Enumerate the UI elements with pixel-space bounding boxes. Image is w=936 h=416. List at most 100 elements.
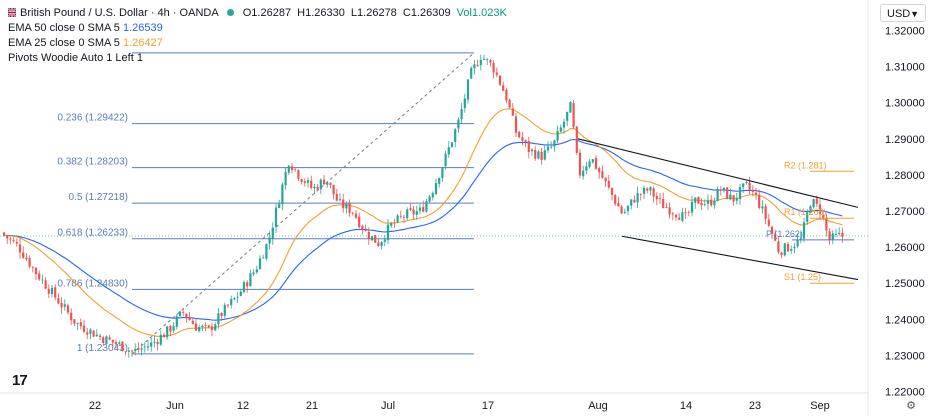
- candle-body: [444, 153, 447, 167]
- candle-body: [716, 188, 719, 201]
- symbol-title[interactable]: British Pound / U.S. Dollar · 4h · OANDA: [20, 7, 219, 19]
- candle-body: [726, 187, 729, 199]
- candle-body: [713, 200, 716, 206]
- candle-body: [825, 218, 828, 231]
- candle-body: [102, 337, 105, 344]
- candle-body: [559, 127, 562, 132]
- candle-body: [399, 215, 402, 217]
- candle-body: [476, 64, 479, 66]
- candle-body: [614, 195, 617, 204]
- candle-body: [735, 198, 738, 201]
- price-tick-label: 1.23000: [885, 350, 925, 362]
- candle-body: [783, 243, 786, 256]
- candle-body: [438, 177, 441, 184]
- candle-body: [569, 102, 572, 113]
- candle-body: [169, 326, 172, 332]
- candle-body: [626, 205, 630, 212]
- candle-body: [220, 313, 223, 317]
- high-value: H1.26330: [297, 7, 345, 19]
- candle-body: [198, 327, 201, 332]
- candle-body: [684, 212, 687, 214]
- pivot-label: R1 (1.268): [784, 207, 827, 217]
- candle-body: [390, 222, 393, 226]
- candle-body: [348, 203, 351, 213]
- candle-body: [31, 267, 34, 268]
- candle-body: [745, 181, 748, 183]
- candle-body: [319, 179, 322, 190]
- candle-body: [655, 196, 658, 200]
- ema25-line: [3, 108, 843, 337]
- candle-body: [767, 219, 770, 226]
- candle-body: [226, 304, 230, 306]
- fib-level-label: 0.382 (1.28203): [57, 157, 128, 168]
- candle-body: [41, 279, 44, 281]
- indicator-pivots[interactable]: Pivots Woodie Auto 1 Left 1: [8, 52, 143, 64]
- candle-body: [610, 187, 614, 195]
- candle-body: [623, 212, 626, 214]
- fib-level-label: 0.5 (1.27218): [69, 192, 129, 203]
- candle-body: [22, 252, 25, 258]
- price-tick-label: 1.26000: [885, 242, 925, 254]
- candle-body: [815, 198, 818, 204]
- candle-body: [111, 339, 114, 343]
- gear-icon[interactable]: ⚙: [906, 400, 916, 412]
- currency-selector[interactable]: USD ▼: [880, 4, 926, 22]
- candle-body: [802, 222, 806, 239]
- candle-body: [274, 207, 278, 228]
- candle-body: [28, 258, 31, 267]
- time-tick-label: Jun: [166, 400, 184, 412]
- candle-body: [662, 199, 665, 209]
- candle-body: [146, 346, 150, 348]
- channel-lower-line: [621, 235, 859, 281]
- candle-body: [338, 199, 342, 201]
- candle-body: [454, 129, 457, 143]
- candle-body: [326, 182, 329, 185]
- candle-body: [322, 179, 326, 185]
- candle-body: [729, 194, 732, 200]
- candle-body: [530, 149, 534, 152]
- candle-body: [786, 244, 790, 252]
- candle-body: [2, 232, 6, 236]
- candle-body: [246, 282, 249, 287]
- candle-body: [134, 349, 137, 352]
- candle-body: [364, 230, 367, 231]
- candle-body: [742, 183, 745, 188]
- indicator-ema25[interactable]: EMA 25 close 0 SMA 5 1.26427: [8, 37, 163, 49]
- candle-body: [604, 177, 607, 182]
- pivot-label: P (1.262): [766, 229, 803, 239]
- candle-body: [402, 216, 406, 218]
- candle-body: [799, 238, 802, 241]
- fib-trend-line: [131, 52, 475, 355]
- candle-body: [617, 203, 620, 207]
- candle-body: [162, 334, 166, 338]
- candle-body: [828, 231, 831, 240]
- candle-body: [431, 193, 434, 198]
- indicator-ema50[interactable]: EMA 50 close 0 SMA 5 1.26539: [8, 22, 163, 34]
- candle-body: [284, 172, 287, 186]
- candle-body: [591, 159, 594, 163]
- candle-body: [98, 335, 102, 337]
- candle-body: [54, 287, 57, 298]
- candle-body: [831, 233, 834, 240]
- candle-body: [546, 146, 550, 151]
- candle-body: [57, 298, 60, 304]
- candle-body: [479, 59, 482, 66]
- candle-body: [489, 60, 492, 63]
- candle-body: [63, 304, 66, 307]
- candle-body: [15, 241, 18, 244]
- candle-body: [543, 150, 546, 160]
- candle-body: [649, 187, 652, 191]
- candle-body: [777, 241, 780, 253]
- candle-body: [223, 304, 226, 316]
- candle-body: [722, 187, 726, 190]
- candle-body: [566, 111, 569, 121]
- candle-body: [306, 180, 310, 183]
- candle-body: [738, 187, 742, 200]
- candle-body: [636, 193, 639, 203]
- candle-body: [18, 244, 22, 253]
- candle-body: [678, 217, 681, 220]
- candle-body: [412, 209, 415, 215]
- candle-body: [630, 199, 633, 206]
- candle-body: [450, 142, 454, 148]
